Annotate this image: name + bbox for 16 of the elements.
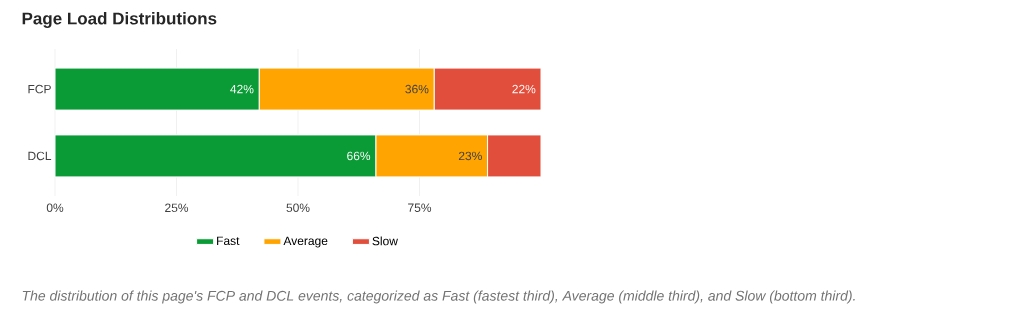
legend-label: Average <box>283 236 328 248</box>
x-tick-label: 75% <box>408 203 432 212</box>
y-tick-label: DCL <box>28 151 52 161</box>
x-tick-label: 50% <box>286 203 310 213</box>
data-label: 42% <box>230 84 254 94</box>
chart-title: Page Load Distributions <box>22 12 217 28</box>
x-tick-label: 0% <box>46 203 64 213</box>
y-tick-label: FCP <box>28 84 51 94</box>
legend-label: Fast <box>217 236 240 246</box>
data-label: 66% <box>347 151 371 161</box>
data-label: 22% <box>512 84 536 94</box>
data-label: 36% <box>405 84 429 94</box>
text: The distribution of this page's FCP and DCL events, categorized as Fast (fastest third), Average (middle third), and Slow (bottom third). <box>22 290 855 304</box>
data-label: 23% <box>458 151 482 161</box>
legend-label: Slow <box>372 236 398 246</box>
x-tick-label: 25% <box>165 203 189 213</box>
